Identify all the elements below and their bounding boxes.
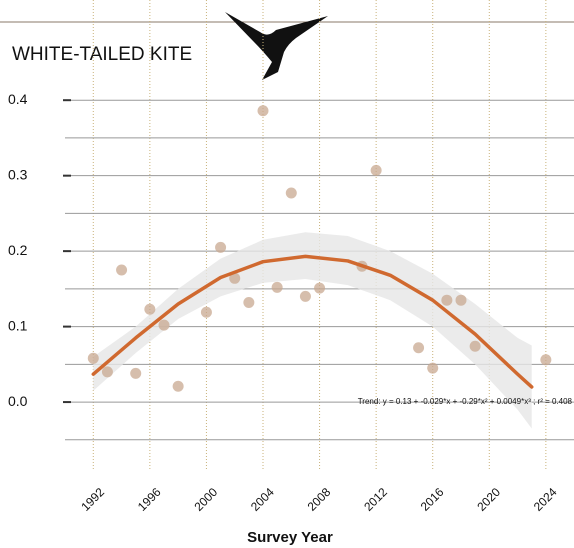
data-point: [116, 264, 128, 276]
y-tick-label: 0.1: [8, 317, 28, 333]
x-tick-label: 2012: [361, 485, 390, 514]
y-tick-label: 0.2: [8, 242, 28, 258]
data-point: [299, 290, 311, 302]
x-tick-label: 2020: [474, 485, 503, 514]
data-point: [130, 367, 142, 379]
y-tick-label: 0.4: [8, 91, 28, 107]
data-point: [427, 362, 439, 374]
data-point: [200, 306, 212, 318]
chart-title: WHITE-TAILED KITE: [12, 44, 192, 65]
data-point: [158, 319, 170, 331]
data-point: [257, 105, 269, 117]
y-tick-label: 0.3: [8, 166, 28, 182]
bird-icon: [225, 12, 328, 80]
data-point: [314, 282, 326, 294]
x-tick-label: 2004: [248, 485, 277, 514]
y-tick-label: 0.0: [8, 393, 28, 409]
data-point: [469, 340, 481, 352]
data-point: [229, 272, 241, 284]
data-point: [87, 352, 99, 364]
confidence-band: [93, 232, 532, 429]
data-point: [370, 164, 382, 176]
x-tick-label: 2016: [418, 485, 447, 514]
data-point: [243, 296, 255, 308]
x-tick-label: 2008: [305, 485, 334, 514]
data-point: [144, 303, 156, 315]
data-point: [101, 366, 113, 378]
data-point: [271, 281, 283, 293]
x-tick-label: 1996: [135, 485, 164, 514]
data-point: [413, 342, 425, 354]
data-point: [540, 354, 552, 366]
data-point: [285, 187, 297, 199]
x-tick-label: 1992: [78, 485, 107, 514]
data-point: [455, 294, 467, 306]
data-point: [172, 380, 184, 392]
x-axis-label: Survey Year: [247, 529, 333, 546]
data-point: [215, 241, 227, 253]
trend-annotation: Trend: y = 0.13 + -0.029*x + -0.29*x² + …: [358, 397, 573, 406]
trend-line: [91, 254, 534, 389]
x-tick-label: 2024: [531, 485, 560, 514]
data-point: [441, 294, 453, 306]
x-tick-label: 2000: [191, 485, 220, 514]
